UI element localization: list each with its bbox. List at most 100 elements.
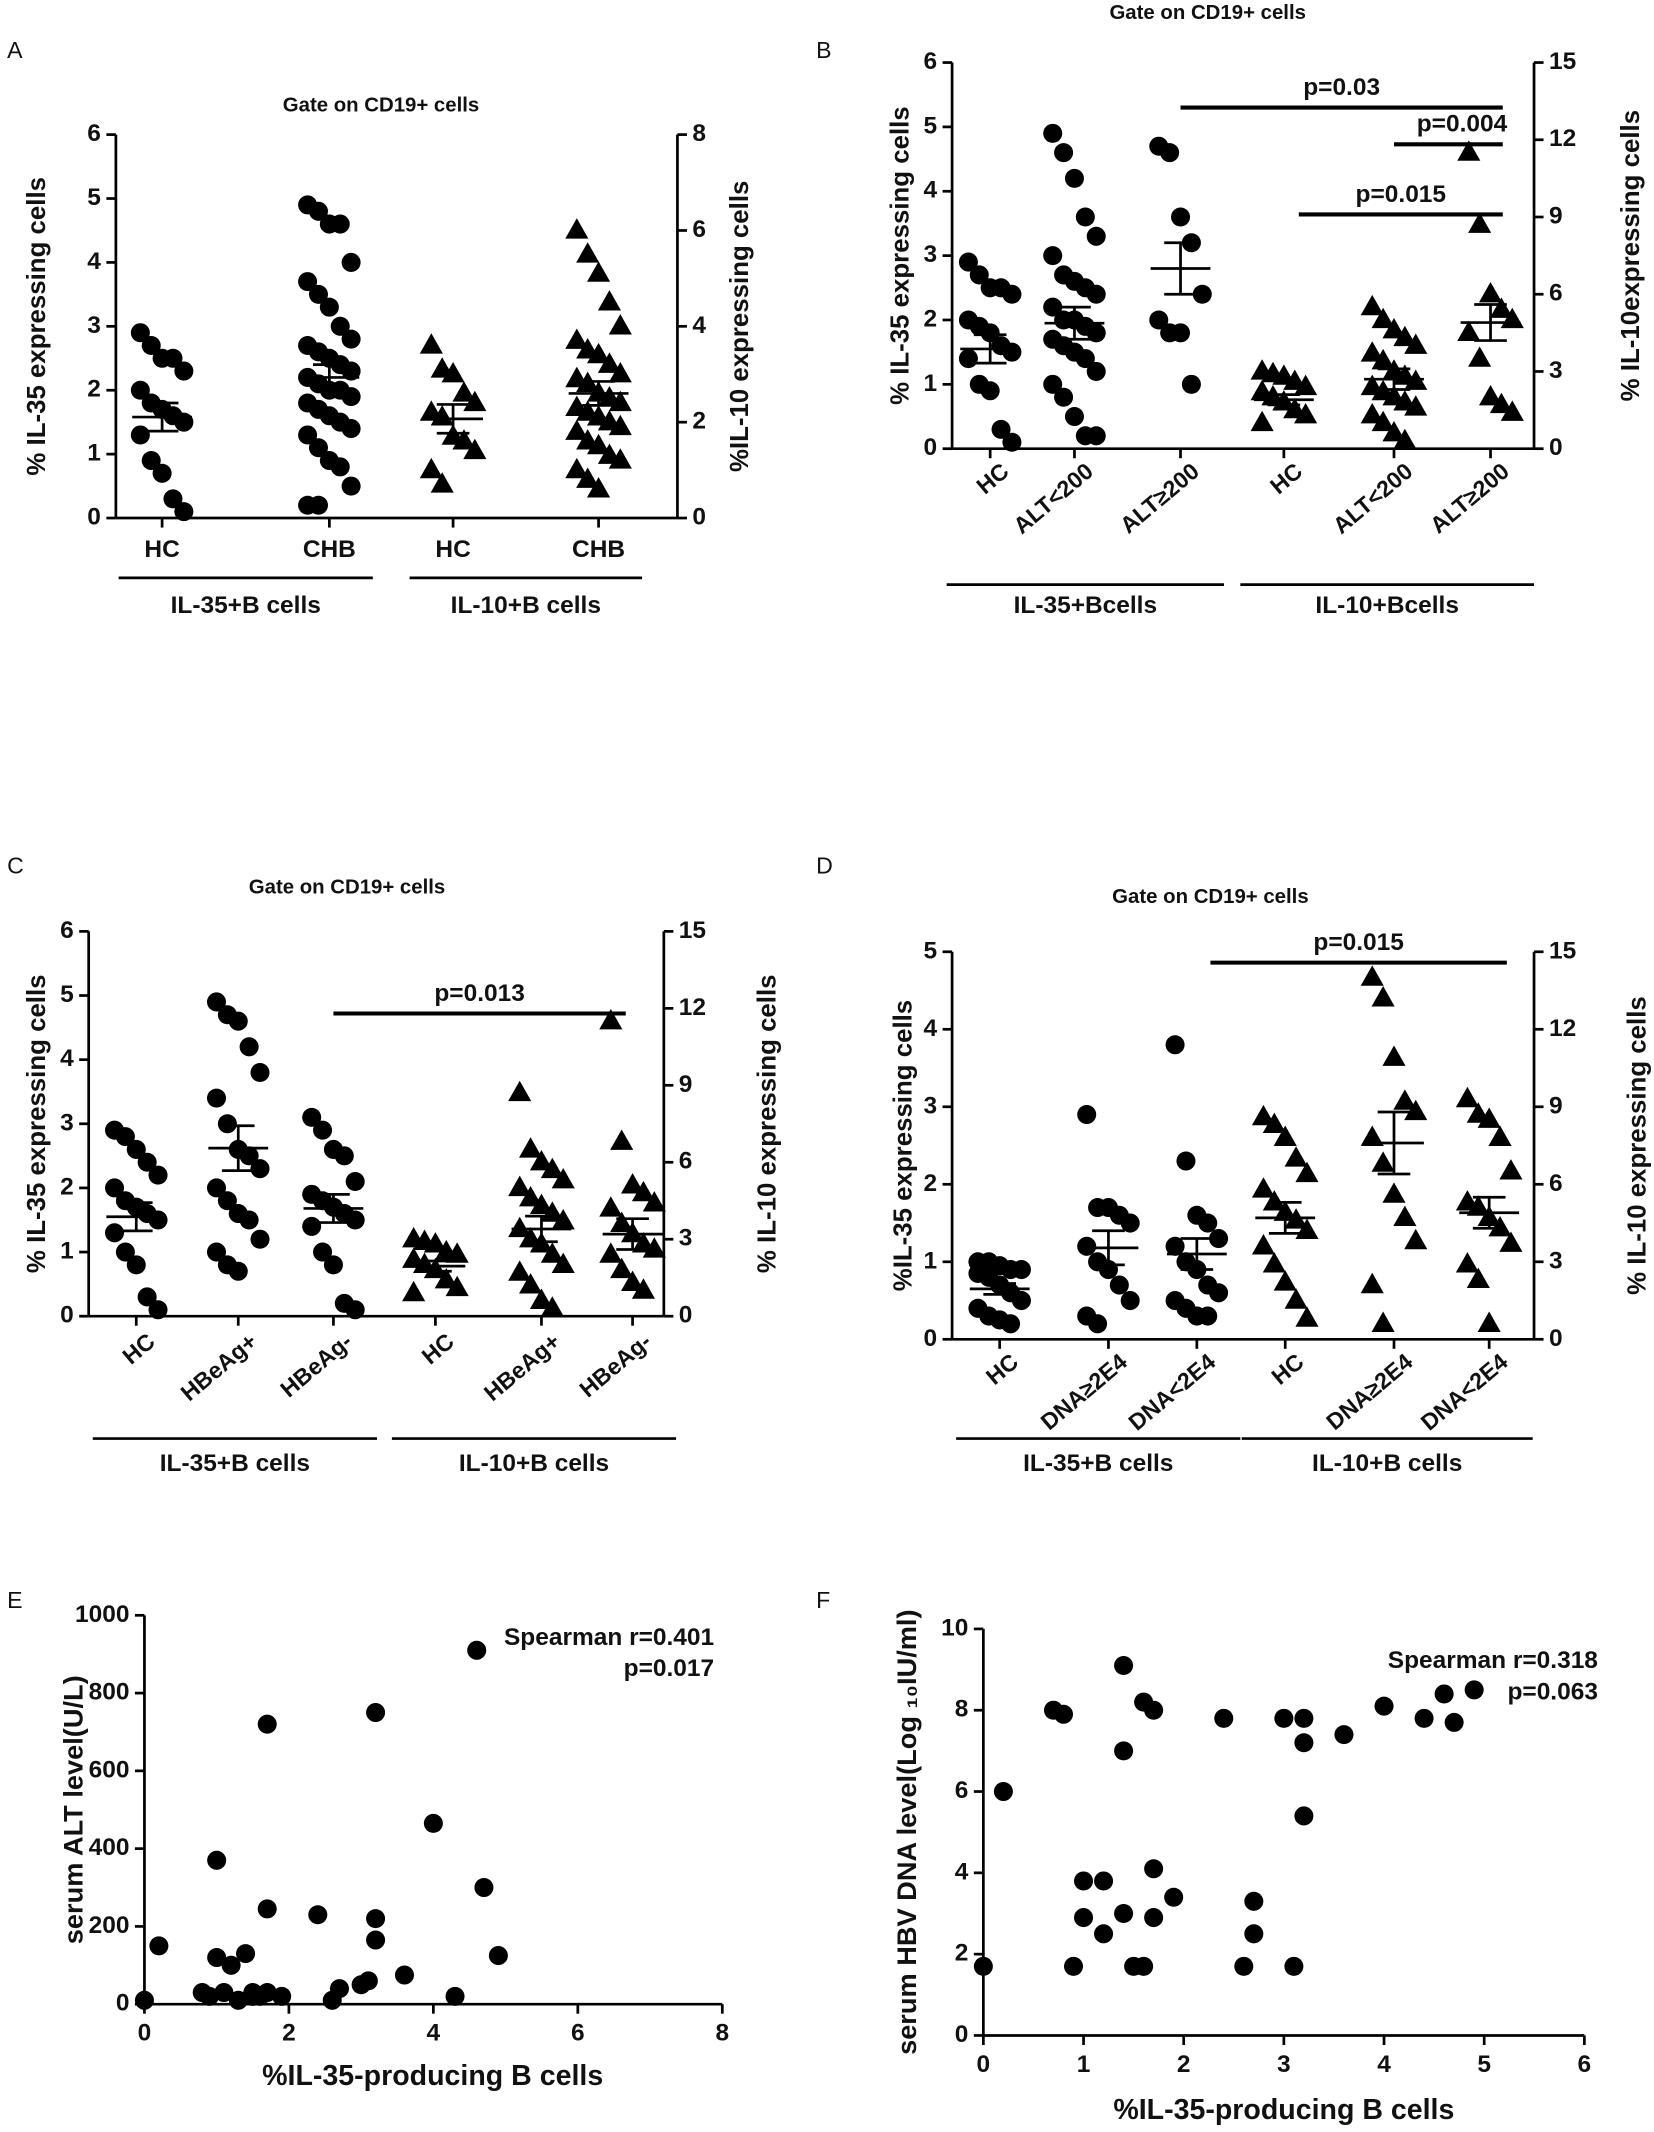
y-axis-title: serum HBV DNA level(Log ₁₀IU/ml) bbox=[891, 1609, 922, 2054]
data-point bbox=[308, 495, 328, 515]
data-point bbox=[148, 1300, 168, 1320]
data-point bbox=[1086, 284, 1106, 304]
data-point bbox=[529, 1150, 554, 1171]
annotation: Spearman r=0.401 bbox=[504, 1624, 714, 1651]
data-point bbox=[345, 1171, 365, 1192]
y-tick-label: 0 bbox=[116, 1990, 130, 2017]
y-tick-label: 1 bbox=[87, 440, 101, 467]
data-point bbox=[1251, 1234, 1276, 1255]
y-tick-label: 2 bbox=[692, 408, 706, 435]
data-point bbox=[1382, 421, 1406, 442]
data-point bbox=[257, 1714, 277, 1734]
y-tick-label: 3 bbox=[1549, 357, 1563, 384]
data-point bbox=[341, 252, 361, 272]
y2-axis-title: % IL-10expressing cells bbox=[1617, 110, 1645, 401]
data-point bbox=[519, 1273, 543, 1294]
data-point bbox=[529, 1288, 554, 1309]
data-point bbox=[134, 1990, 154, 2010]
data-point bbox=[1360, 1272, 1384, 1294]
data-point bbox=[313, 1242, 333, 1262]
data-point bbox=[1164, 1887, 1184, 1907]
data-point bbox=[463, 438, 487, 460]
y-tick-label: 1 bbox=[924, 1247, 938, 1274]
data-point bbox=[1160, 143, 1180, 163]
y-tick-label: 0 bbox=[955, 2021, 969, 2048]
data-point bbox=[130, 380, 150, 400]
y-tick-label: 4 bbox=[60, 1045, 74, 1072]
x-tick-label: HC bbox=[117, 1328, 160, 1370]
error-bar bbox=[1267, 393, 1301, 407]
y-tick-label: 0 bbox=[924, 1325, 938, 1352]
data-point bbox=[1468, 212, 1492, 233]
x-tick-label: ALT<200 bbox=[1008, 458, 1098, 539]
error-bar bbox=[119, 1201, 153, 1233]
data-point bbox=[969, 265, 989, 285]
p-value: p=0.015 bbox=[1313, 929, 1403, 956]
data-point bbox=[228, 1990, 248, 2010]
x-tick-label: 2 bbox=[282, 2020, 296, 2047]
data-point bbox=[1011, 1291, 1031, 1311]
data-point bbox=[1488, 1215, 1512, 1237]
y-tick-label: 6 bbox=[60, 917, 74, 944]
p-value: p=0.004 bbox=[1417, 111, 1508, 138]
chart-title: Gate on CD19+ cells bbox=[1109, 2, 1305, 24]
data-point bbox=[206, 1242, 227, 1262]
data-point bbox=[1043, 374, 1063, 394]
data-point bbox=[115, 1242, 135, 1262]
y-tick-label: 3 bbox=[679, 1225, 693, 1252]
data-point bbox=[148, 1210, 168, 1230]
x-tick-label: ALT≥200 bbox=[1425, 458, 1514, 539]
data-point bbox=[250, 1159, 270, 1179]
y-tick-label: 0 bbox=[692, 504, 706, 531]
data-point bbox=[228, 1011, 248, 1031]
x-tick-label: HC bbox=[144, 536, 179, 563]
data-point bbox=[1273, 1125, 1297, 1146]
data-point bbox=[576, 242, 600, 263]
data-point bbox=[217, 1191, 237, 1211]
data-point bbox=[174, 412, 194, 432]
data-point bbox=[1334, 1725, 1354, 1745]
data-point bbox=[1371, 1311, 1395, 1332]
data-point bbox=[1284, 1146, 1308, 1167]
data-point bbox=[1294, 1708, 1314, 1728]
data-point bbox=[1198, 1213, 1218, 1233]
data-point bbox=[239, 1210, 259, 1230]
y-tick-label: 4 bbox=[87, 248, 101, 275]
data-point bbox=[1404, 395, 1428, 416]
y-tick-label: 2 bbox=[955, 1940, 969, 1967]
data-point bbox=[334, 1146, 354, 1166]
data-point bbox=[137, 1152, 157, 1172]
data-point bbox=[402, 1280, 426, 1302]
data-point bbox=[330, 457, 350, 477]
data-point bbox=[152, 463, 172, 483]
data-point bbox=[565, 328, 589, 349]
error-bar bbox=[313, 363, 346, 392]
data-point bbox=[565, 218, 589, 239]
data-point bbox=[540, 1242, 564, 1263]
x-tick-label: HC bbox=[417, 1328, 460, 1370]
data-point bbox=[610, 1257, 634, 1279]
data-point bbox=[221, 1955, 241, 1975]
data-point bbox=[958, 349, 978, 369]
data-point bbox=[1499, 1231, 1523, 1252]
data-point bbox=[1404, 1099, 1428, 1121]
y-tick-label: 6 bbox=[1549, 280, 1563, 307]
data-point bbox=[608, 314, 632, 335]
data-point bbox=[358, 1971, 378, 1991]
data-point bbox=[1086, 426, 1106, 446]
data-point bbox=[621, 1173, 645, 1194]
data-point bbox=[366, 1909, 386, 1929]
data-point bbox=[587, 477, 611, 498]
y-tick-label: 12 bbox=[679, 994, 706, 1021]
data-point bbox=[576, 467, 600, 488]
data-point bbox=[1382, 1045, 1406, 1066]
data-point bbox=[1094, 1871, 1114, 1891]
y-tick-label: 2 bbox=[924, 305, 938, 332]
data-point bbox=[1488, 1125, 1512, 1146]
y-tick-label: 2 bbox=[60, 1173, 74, 1200]
y-tick-label: 15 bbox=[1549, 48, 1576, 75]
group-label: IL-35+B cells bbox=[171, 592, 321, 619]
data-point bbox=[149, 1936, 169, 1956]
group-label: IL-35+Bcells bbox=[1014, 592, 1158, 619]
panel-label: D bbox=[816, 853, 833, 879]
